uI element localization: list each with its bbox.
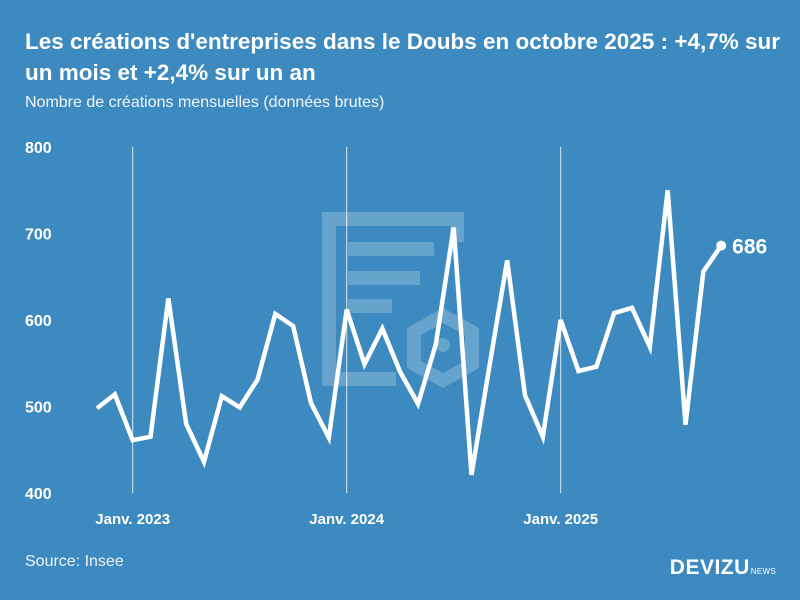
chart-subtitle: Nombre de créations mensuelles (données …: [25, 94, 385, 111]
last-value-label: 686: [732, 236, 767, 259]
y-tick-label: 800: [25, 140, 52, 157]
y-tick-label: 700: [25, 227, 52, 244]
logo-sub: NEWS: [750, 567, 776, 576]
x-tick-label: Janv. 2023: [95, 511, 170, 528]
brand-logo: DEVIZUNEWS: [670, 556, 776, 580]
last-point-marker: [716, 240, 727, 251]
chart-title: Les créations d'entreprises dans le Doub…: [25, 29, 781, 85]
source-note: Source: Insee: [25, 553, 124, 570]
series-line: [95, 189, 724, 476]
x-tick-label: Janv. 2024: [309, 511, 384, 528]
y-tick-label: 500: [25, 400, 52, 417]
x-tick-label: Janv. 2025: [523, 511, 598, 528]
y-tick-label: 600: [25, 313, 52, 330]
y-tick-label: 400: [25, 486, 52, 503]
logo-main: DEVIZU: [669, 556, 750, 579]
